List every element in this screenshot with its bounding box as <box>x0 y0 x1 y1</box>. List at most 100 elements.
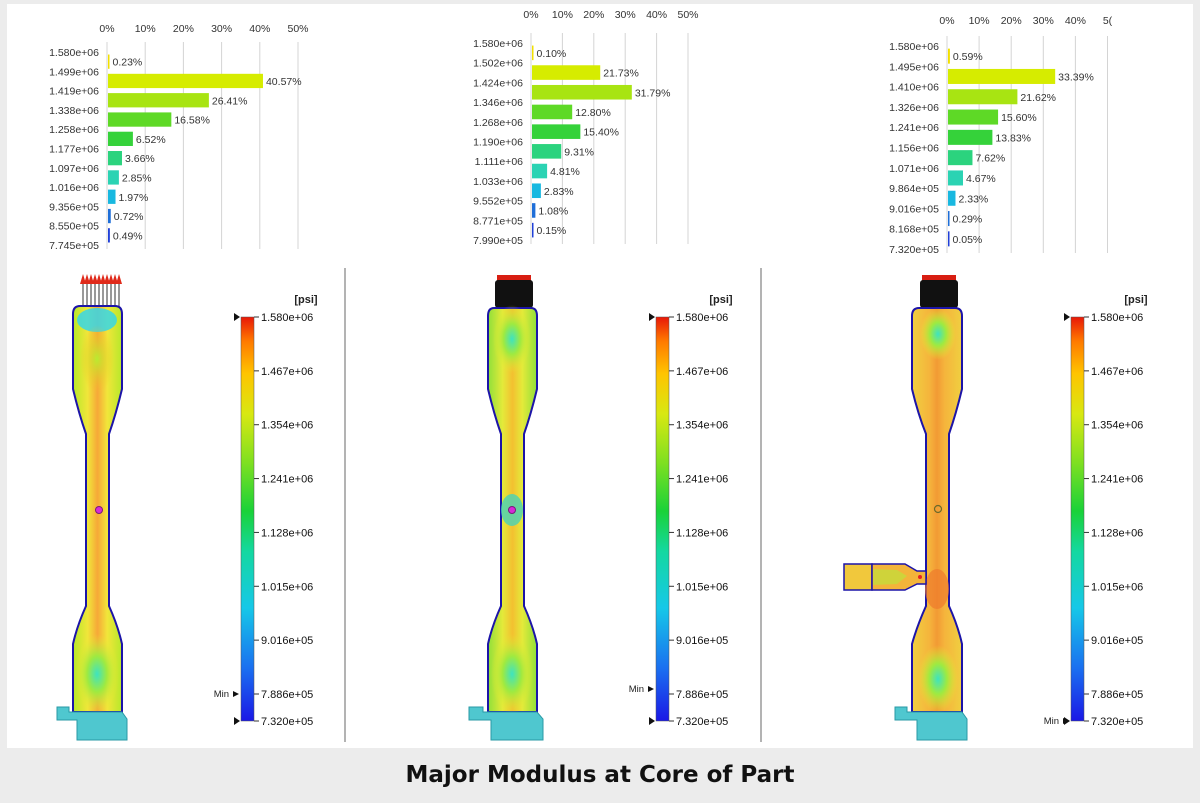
histogram-3: 0% 10% 20% 30% 40% 5(1.580e+06 1.495e+06 1.410e… <box>889 15 1113 256</box>
x-tick-label: 40% <box>249 23 270 35</box>
colorbar-unit-label: [psi] <box>1124 294 1148 306</box>
histogram-1: 0% 10% 20% 30% 40% 50% 1.580e+06 1.499e+06 1.419… <box>49 23 308 252</box>
bar <box>948 190 956 206</box>
bar <box>948 48 950 64</box>
bin-edge-label: 1.268e+06 <box>473 117 523 129</box>
bar <box>108 170 119 185</box>
histogram-2: 0% 10% 20% 30% 40% 50% 1.580e+06 1.502e+06 1.424… <box>473 9 698 247</box>
bar-value-label: 2.83% <box>544 186 574 198</box>
x-tick-label: 30% <box>1033 15 1054 27</box>
bin-edge-label: 1.190e+06 <box>473 137 523 149</box>
colorbar-3: [psi] 1.580e+06 1.467e+06 1.354e+06 1.241e+0… <box>1044 294 1148 728</box>
min-marker <box>1063 718 1069 724</box>
colorbar-label: 1.580e+06 <box>676 312 728 324</box>
bar-value-label: 33.39% <box>1058 71 1094 83</box>
bar <box>108 189 116 204</box>
colorbar-label: 1.015e+06 <box>261 581 313 593</box>
bar-value-label: 1.97% <box>119 192 149 204</box>
colorbar-label: 1.015e+06 <box>1091 581 1143 593</box>
colorbar-label: 1.241e+06 <box>1091 474 1143 486</box>
bin-edge-label: 9.552e+05 <box>473 196 523 208</box>
bin-edge-label: 1.580e+06 <box>49 47 99 59</box>
bin-edge-label: 1.177e+06 <box>49 144 99 156</box>
colorbar-label: 9.016e+05 <box>1091 635 1143 647</box>
bar-value-label: 7.62% <box>975 153 1005 165</box>
bar <box>108 112 172 127</box>
bin-edge-label: 1.326e+06 <box>889 102 939 114</box>
bar <box>948 129 993 145</box>
bar <box>948 68 1056 84</box>
bar <box>532 65 601 80</box>
colorbar-label: 1.354e+06 <box>676 420 728 432</box>
colorbar-label: 9.016e+05 <box>676 635 728 647</box>
part-contour-2 <box>468 275 544 741</box>
bin-edge-label: 7.320e+05 <box>889 244 939 256</box>
colorbar-label: 1.467e+06 <box>676 366 728 378</box>
min-marker <box>648 686 654 693</box>
bar <box>108 54 110 69</box>
bar <box>532 104 573 120</box>
bin-edge-label: 8.550e+05 <box>49 221 99 233</box>
bin-edge-label: 1.424e+06 <box>473 77 523 89</box>
figure-svg: 0% 10% 20% 30% 40% 50% 1.580e+06 1.499e+06 1.419… <box>49 9 1148 742</box>
x-tick-label: 20% <box>173 23 194 35</box>
figure-panel: 0% 10% 20% 30% 40% 50% 1.580e+06 1.499e+06 1.419… <box>7 4 1193 748</box>
bin-edge-label: 9.864e+05 <box>889 183 939 195</box>
colorbar-label: 1.467e+06 <box>261 366 313 378</box>
bin-edge-label: 9.356e+05 <box>49 201 99 213</box>
bar-value-label: 9.31% <box>564 146 594 158</box>
colorbar-gradient <box>240 316 255 722</box>
bar <box>532 144 562 159</box>
bin-edge-label: 8.771e+05 <box>473 215 523 227</box>
bin-edge-label: 1.580e+06 <box>889 41 939 53</box>
x-tick-label: 10% <box>969 15 990 27</box>
bin-edge-label: 1.410e+06 <box>889 82 939 94</box>
bin-edge-label: 1.419e+06 <box>49 86 99 98</box>
bar-value-label: 0.23% <box>113 57 143 69</box>
x-tick-label: 20% <box>1001 15 1022 27</box>
max-marker <box>1064 313 1070 321</box>
bar <box>108 151 122 166</box>
bar-value-label: 16.58% <box>174 115 210 127</box>
bar-value-label: 3.66% <box>125 153 155 165</box>
bin-edge-label: 1.097e+06 <box>49 163 99 175</box>
bar <box>108 131 133 146</box>
colorbar-label: 1.241e+06 <box>676 474 728 486</box>
bar <box>108 228 110 243</box>
bar-value-label: 21.62% <box>1020 92 1056 104</box>
x-tick-label: 5( <box>1103 15 1113 27</box>
colorbar-label: 7.320e+05 <box>261 716 313 728</box>
bin-edge-label: 1.495e+06 <box>889 61 939 73</box>
colorbar-label: 1.580e+06 <box>261 312 313 324</box>
bar-value-label: 0.29% <box>953 214 983 226</box>
bin-edge-label: 1.156e+06 <box>889 143 939 155</box>
colorbar-unit-label: [psi] <box>294 294 318 306</box>
bin-edge-label: 1.346e+06 <box>473 97 523 109</box>
bar-value-label: 15.40% <box>583 127 619 139</box>
colorbar-unit-label: [psi] <box>709 294 733 306</box>
bar <box>532 45 534 61</box>
colorbar-label: 7.320e+05 <box>676 716 728 728</box>
bar <box>948 170 963 186</box>
bar-value-label: 1.08% <box>538 205 568 217</box>
colorbar-label: 1.580e+06 <box>1091 312 1143 324</box>
bar-value-label: 6.52% <box>136 134 166 146</box>
bar <box>948 89 1018 105</box>
colorbar-label: 7.886e+05 <box>1091 689 1143 701</box>
x-tick-label: 40% <box>646 9 667 21</box>
max-marker <box>234 313 240 321</box>
bin-edge-label: 1.071e+06 <box>889 163 939 175</box>
part-contour-3 <box>843 275 968 741</box>
bar-value-label: 0.05% <box>953 234 983 246</box>
x-tick-label: 0% <box>939 15 954 27</box>
colorbar-gradient <box>655 316 670 722</box>
bin-edge-label: 1.033e+06 <box>473 176 523 188</box>
bar-value-label: 13.83% <box>995 132 1031 144</box>
bar <box>532 163 548 179</box>
bar <box>948 231 950 247</box>
colorbar-label: 9.016e+05 <box>261 635 313 647</box>
colorbar-label: 1.128e+06 <box>261 527 313 539</box>
bar <box>532 222 534 238</box>
colorbar-label: 1.467e+06 <box>1091 366 1143 378</box>
colorbar-gradient <box>1070 316 1085 722</box>
